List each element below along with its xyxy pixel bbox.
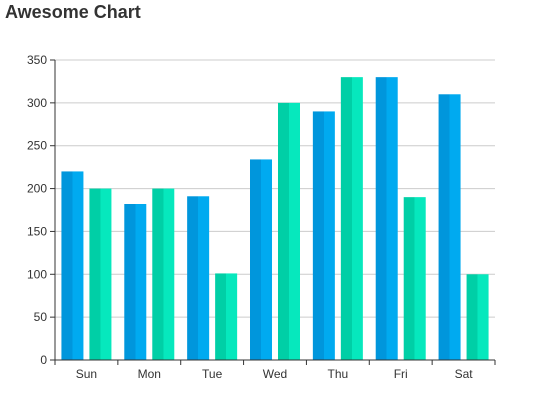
x-tick-labels: Sun Mon Tue Wed Thu Fri Sat [76, 367, 473, 381]
y-tick-label: 150 [27, 224, 47, 238]
bar-thu-series-2[interactable] [340, 77, 363, 361]
x-tick-label: Tue [202, 367, 223, 381]
y-tick-label: 350 [27, 53, 47, 67]
y-tick-label: 200 [27, 182, 47, 196]
y-tick-label: 50 [34, 310, 48, 324]
bar-sun-series-2[interactable] [89, 188, 112, 360]
chart-title: Awesome Chart [5, 2, 141, 22]
x-tick-label: Sun [76, 367, 97, 381]
bar-tue-series-2[interactable] [215, 273, 238, 360]
bar-fri-series-1[interactable] [375, 77, 398, 361]
y-tick-label: 300 [27, 96, 47, 110]
y-tick-label: 250 [27, 139, 47, 153]
bar-wed-series-2[interactable] [278, 102, 300, 360]
bars [61, 77, 489, 361]
bar-sun-series-1[interactable] [61, 171, 84, 360]
bar-sat-series-2[interactable] [466, 274, 489, 360]
axes [50, 59, 496, 365]
bar-mon-series-2[interactable] [152, 188, 175, 360]
y-tick-label: 100 [27, 267, 47, 281]
x-tick-label: Sat [455, 367, 474, 381]
x-tick-label: Fri [394, 367, 408, 381]
x-tick-label: Mon [138, 367, 161, 381]
bar-fri-series-2[interactable] [403, 197, 426, 360]
x-tick-label: Thu [328, 367, 349, 381]
y-tick-label: 0 [40, 353, 47, 367]
y-tick-labels: 0 50 100 150 200 250 300 350 [27, 53, 47, 367]
bar-sat-series-1[interactable] [438, 94, 461, 361]
grid-lines [55, 59, 495, 318]
bar-mon-series-1[interactable] [124, 204, 147, 360]
bar-tue-series-1[interactable] [187, 196, 210, 360]
bar-wed-series-1[interactable] [250, 159, 272, 360]
bar-thu-series-1[interactable] [312, 111, 335, 360]
x-tick-label: Wed [263, 367, 287, 381]
